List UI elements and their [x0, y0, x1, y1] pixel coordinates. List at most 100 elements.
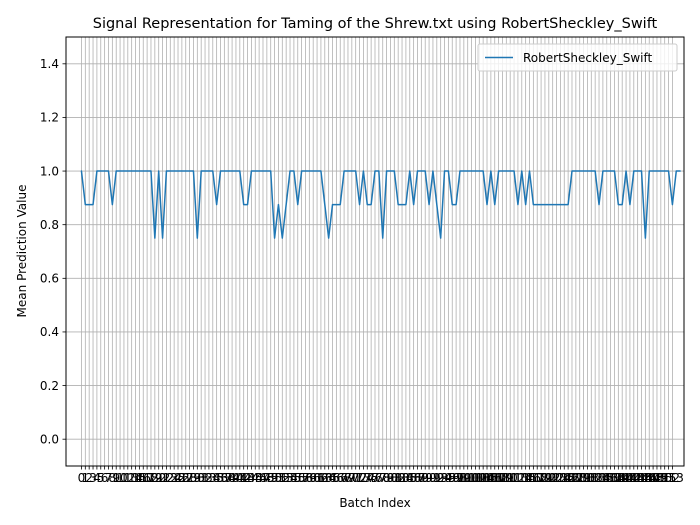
x-tick-label: 133 — [584, 471, 607, 485]
x-tick-label: 108 — [487, 471, 510, 485]
x-tick-label: 95 — [441, 471, 456, 485]
x-tick-label: 7 — [105, 471, 113, 485]
x-tick-label: 34 — [205, 471, 220, 485]
x-tick-label: 86 — [406, 471, 421, 485]
x-tick-label: 27 — [178, 471, 193, 485]
x-tick-label: 143 — [622, 471, 645, 485]
x-tick-label: 15 — [132, 471, 147, 485]
y-axis-ticks: 0.0 0.2 0.4 0.6 0.8 1.0 1.2 1.4 — [40, 57, 66, 446]
x-tick-label: 89 — [418, 471, 433, 485]
x-tick-label: 36 — [213, 471, 228, 485]
x-tick-label: 101 — [460, 471, 483, 485]
x-tick-label: 32 — [197, 471, 212, 485]
x-tick-label: 28 — [182, 471, 197, 485]
x-tick-label: 74 — [360, 471, 375, 485]
x-tick-label: 22 — [159, 471, 174, 485]
x-tick-label: 70 — [344, 471, 359, 485]
x-tick-label: 47 — [255, 471, 270, 485]
x-tick-label: 62 — [313, 471, 328, 485]
x-tick-label: 142 — [618, 471, 641, 485]
x-tick-label: 134 — [588, 471, 611, 485]
x-tick-label: 126 — [557, 471, 580, 485]
x-tick-label: 136 — [595, 471, 618, 485]
x-tick-label: 123 — [545, 471, 568, 485]
x-tick-label: 104 — [472, 471, 495, 485]
x-tick-label: 42 — [236, 471, 251, 485]
x-tick-label: 121 — [537, 471, 560, 485]
x-tick-label: 37 — [217, 471, 232, 485]
x-tick-label: 53 — [279, 471, 294, 485]
x-axis-ticks: 0123456789101112131415161718192021222324… — [78, 466, 684, 485]
x-tick-label: 84 — [398, 471, 413, 485]
series-line-robertsheckley-swift — [80, 170, 681, 239]
y-tick-label: 0.6 — [40, 272, 59, 286]
x-tick-label: 20 — [151, 471, 166, 485]
y-tick-label: 0.8 — [40, 218, 59, 232]
x-tick-label: 41 — [232, 471, 247, 485]
series-layer — [80, 170, 681, 239]
x-tick-label: 96 — [445, 471, 460, 485]
x-tick-label: 57 — [294, 471, 309, 485]
x-tick-label: 85 — [402, 471, 417, 485]
x-tick-label: 130 — [572, 471, 595, 485]
legend-box — [477, 43, 678, 72]
x-tick-label: 65 — [325, 471, 340, 485]
x-tick-label: 71 — [348, 471, 363, 485]
x-tick-label: 69 — [340, 471, 355, 485]
x-tick-label: 0 — [78, 471, 86, 485]
x-tick-label: 83 — [394, 471, 409, 485]
x-tick-label: 148 — [642, 471, 665, 485]
x-tick-label: 66 — [329, 471, 344, 485]
x-tick-label: 44 — [244, 471, 259, 485]
x-tick-label: 144 — [626, 471, 649, 485]
legend-label-robertsheckley-swift: RobertSheckley_Swift — [523, 51, 653, 65]
x-tick-label: 17 — [139, 471, 154, 485]
x-tick-label: 64 — [321, 471, 336, 485]
x-tick-label: 43 — [240, 471, 255, 485]
x-tick-label: 77 — [371, 471, 386, 485]
x-tick-label: 60 — [306, 471, 321, 485]
x-tick-label: 75 — [363, 471, 378, 485]
x-tick-label: 116 — [518, 471, 541, 485]
x-tick-label: 55 — [286, 471, 301, 485]
x-tick-label: 5 — [97, 471, 105, 485]
x-tick-label: 125 — [553, 471, 576, 485]
x-tick-label: 13 — [124, 471, 139, 485]
x-tick-label: 102 — [464, 471, 487, 485]
x-tick-label: 78 — [375, 471, 390, 485]
y-tick-label: 0.0 — [40, 432, 59, 446]
x-tick-label: 137 — [599, 471, 622, 485]
x-tick-label: 105 — [476, 471, 499, 485]
x-tick-label: 52 — [275, 471, 290, 485]
x-tick-label: 6 — [101, 471, 109, 485]
x-tick-label: 25 — [170, 471, 185, 485]
x-tick-label: 79 — [379, 471, 394, 485]
x-tick-label: 112 — [503, 471, 526, 485]
x-tick-label: 45 — [248, 471, 263, 485]
x-tick-label: 88 — [414, 471, 429, 485]
x-tick-label: 51 — [271, 471, 286, 485]
x-tick-label: 3 — [89, 471, 97, 485]
x-tick-label: 1 — [81, 471, 89, 485]
x-tick-label: 23 — [163, 471, 178, 485]
x-tick-label: 124 — [549, 471, 572, 485]
x-tick-label: 111 — [499, 471, 522, 485]
x-tick-label: 145 — [630, 471, 653, 485]
x-tick-label: 56 — [290, 471, 305, 485]
x-tick-label: 31 — [194, 471, 209, 485]
x-tick-label: 8 — [109, 471, 117, 485]
x-tick-label: 87 — [410, 471, 425, 485]
x-tick-label: 40 — [228, 471, 243, 485]
y-tick-label: 1.2 — [40, 111, 59, 125]
x-tick-label: 54 — [282, 471, 297, 485]
x-tick-label: 38 — [221, 471, 236, 485]
x-tick-label: 61 — [309, 471, 324, 485]
x-tick-label: 19 — [147, 471, 162, 485]
x-tick-label: 73 — [356, 471, 371, 485]
x-tick-label: 94 — [437, 471, 452, 485]
x-tick-label: 93 — [433, 471, 448, 485]
x-tick-label: 11 — [116, 471, 131, 485]
x-tick-label: 18 — [143, 471, 158, 485]
x-tick-label: 14 — [128, 471, 143, 485]
x-tick-label: 153 — [661, 471, 684, 485]
